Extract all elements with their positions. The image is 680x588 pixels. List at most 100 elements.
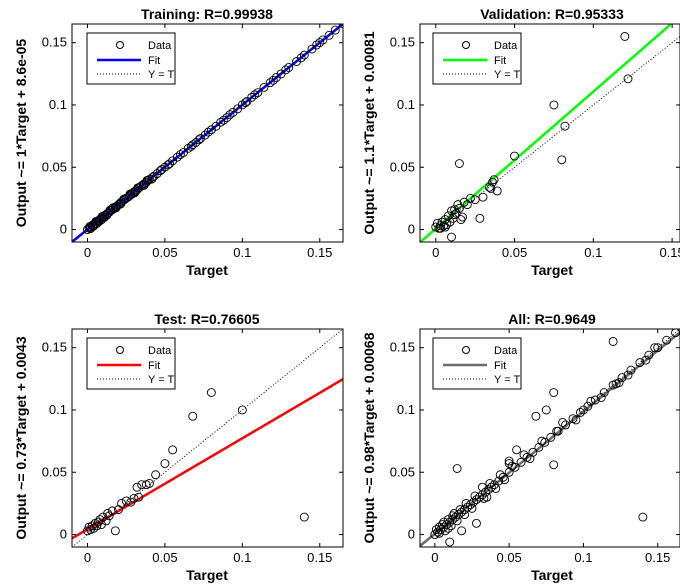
training-x-tick-label: 0.1: [233, 245, 251, 260]
training-data-point: [147, 174, 157, 184]
all-y-tick-label: 0.15: [390, 340, 415, 355]
all-x-tick-label: 0.05: [496, 550, 521, 565]
legend-data-marker-icon: [116, 41, 124, 49]
test-data-point: [206, 388, 216, 397]
training-data-point: [96, 215, 106, 225]
all-data-point: [445, 537, 455, 547]
validation-data-point: [454, 159, 464, 168]
all-data-point: [504, 467, 514, 477]
validation-data-point: [492, 186, 502, 196]
all-legend: Data Fit Y = T: [432, 337, 522, 390]
validation-data-point: [486, 183, 496, 193]
all-data-point: [461, 498, 471, 508]
test-axes-box: [71, 328, 344, 548]
legend-identity-label: Y = T: [494, 69, 520, 81]
all-data-point: [596, 393, 606, 402]
all-data-point: [466, 500, 475, 510]
validation-data-point: [436, 221, 445, 231]
legend-data-marker-icon: [462, 346, 470, 354]
validation-data-point: [488, 177, 497, 187]
validation-data-point: [484, 182, 494, 192]
all-x-tick-label: 0: [431, 550, 438, 565]
all-data-point: [528, 447, 538, 457]
training-data-point: [203, 127, 213, 137]
training-data-point: [94, 216, 104, 226]
all-data-point: [448, 515, 458, 525]
training-data-point: [253, 88, 263, 98]
validation-data-point: [465, 193, 475, 203]
all-x-axis-label: Target: [531, 567, 573, 583]
validation-data-point: [478, 192, 488, 202]
training-x-tick-label: 0: [84, 245, 91, 260]
test-lines: [72, 329, 343, 547]
validation-data-point: [447, 232, 456, 242]
validation-y-tick-label: 0.1: [397, 97, 415, 112]
training-data-point: [133, 183, 143, 193]
training-data-point: [228, 107, 238, 117]
validation-x-tick-label: 0.1: [584, 245, 602, 260]
all-data-point: [644, 350, 654, 360]
training-data-point: [186, 141, 196, 151]
test-plot-title: Test: R=0.76605: [154, 311, 259, 327]
validation-data-point: [453, 200, 463, 210]
all-data-point: [507, 461, 517, 471]
validation-data-point: [557, 155, 567, 165]
training-y-tick-label: 0: [60, 222, 67, 237]
all-data-point: [448, 511, 458, 521]
training-data-point: [105, 205, 115, 215]
training-y-tick-label: 0.15: [42, 35, 67, 50]
validation-legend-box: [432, 32, 522, 85]
training-data-point: [97, 212, 107, 221]
all-data-point: [495, 470, 505, 480]
all-data-points: [430, 329, 680, 547]
all-y-axis-label: Output ~= 0.98*Target + 0.00068: [361, 332, 377, 543]
training-legend: Data Fit Y = T: [86, 32, 176, 85]
test-y-tick-label: 0: [60, 527, 67, 542]
all-data-point: [452, 464, 462, 473]
all-data-point: [650, 343, 660, 353]
training-y-tick-label: 0.05: [42, 159, 67, 174]
all-data-point: [454, 510, 464, 520]
validation-legend: Data Fit Y = T: [432, 32, 522, 85]
all-data-point: [512, 445, 522, 455]
validation-regression-panel: Validation: R=0.95333 00.050.10.1500.050…: [361, 6, 680, 278]
training-data-point: [102, 210, 112, 220]
training-data-point: [268, 75, 278, 85]
training-plot-title: Training: R=0.99938: [141, 6, 273, 22]
test-data-points: [83, 388, 309, 536]
test-data-point: [95, 515, 105, 525]
test-y-tick-label: 0.1: [49, 402, 67, 417]
validation-x-tick-label: 0.05: [502, 245, 527, 260]
validation-data-point: [450, 205, 460, 215]
all-data-point: [549, 388, 559, 397]
test-regression-panel: Test: R=0.76605 0 0.05 0.1 0.15 0 0.05 0.1 0.15…: [13, 311, 344, 583]
all-data-point: [500, 475, 510, 485]
all-data-point: [479, 493, 489, 503]
training-data-point: [165, 159, 175, 169]
training-data-point: [188, 140, 198, 150]
all-data-point: [516, 457, 526, 467]
test-data-point: [132, 482, 142, 492]
validation-y-tick-label: 0: [408, 222, 415, 237]
training-y-axis-label: Output ~= 1*Target + 8.6e-05: [13, 39, 29, 228]
all-data-point: [534, 442, 544, 452]
all-data-point: [485, 479, 495, 488]
all-data-point: [638, 512, 648, 522]
legend-data-marker-icon: [462, 41, 470, 49]
all-regression-panel: All: R=0.9649 0 0.05 0.1 0.15 0 0.05 0.1 0.15 T…: [361, 311, 680, 583]
all-data-point: [474, 492, 484, 502]
test-data-point: [188, 411, 198, 421]
validation-data-point: [470, 195, 480, 205]
validation-data-point: [560, 121, 570, 131]
all-data-point: [486, 482, 496, 492]
legend-data-label: Data: [148, 40, 172, 52]
all-data-point: [457, 526, 467, 536]
validation-data-point: [450, 210, 460, 220]
training-data-point: [237, 100, 247, 110]
training-data-point: [119, 194, 129, 204]
all-data-point: [576, 408, 585, 417]
legend-data-label: Data: [148, 345, 172, 357]
all-data-point: [571, 415, 581, 425]
test-data-point: [144, 479, 154, 488]
